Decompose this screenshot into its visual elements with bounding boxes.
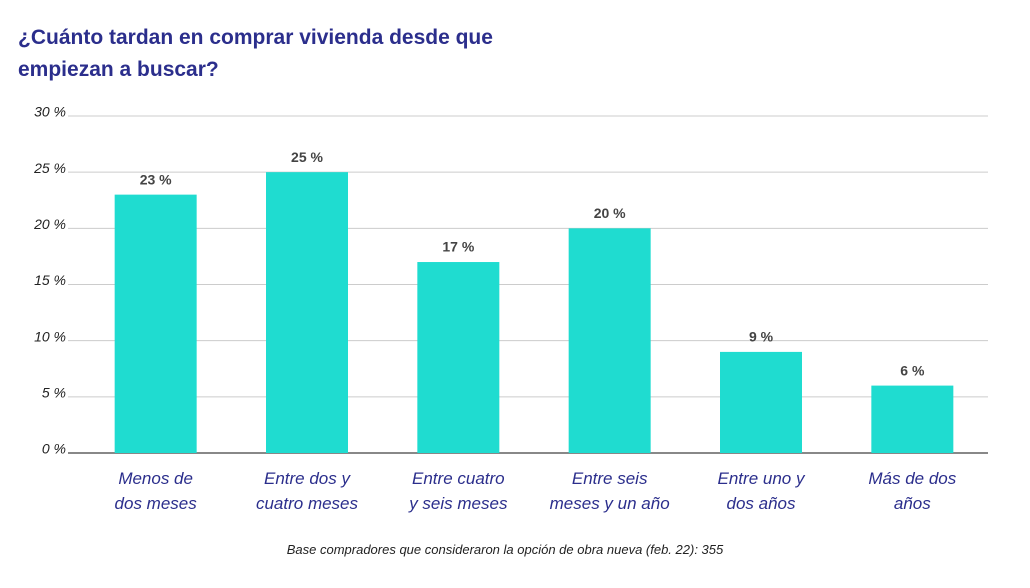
x-tick-label: Más de dos años [868, 469, 957, 513]
value-label: 9 % [749, 329, 774, 345]
y-tick-label: 15 % [34, 272, 66, 288]
footnote: Base compradores que consideraron la opc… [286, 542, 724, 557]
value-label: 25 % [291, 149, 323, 165]
bar [568, 228, 651, 453]
x-tick-label: Entre uno y dos años [717, 469, 805, 513]
value-label: 20 % [594, 205, 626, 221]
y-tick-label: 25 % [33, 160, 66, 176]
x-tick-label: Menos de dos meses [114, 469, 197, 513]
y-tick-label: 5 % [42, 385, 66, 401]
bar [417, 262, 500, 453]
value-label: 23 % [140, 171, 172, 187]
bar [266, 172, 348, 453]
bar [114, 194, 197, 453]
value-label: 17 % [442, 239, 474, 255]
y-tick-label: 30 % [34, 104, 66, 120]
value-label: 6 % [900, 362, 925, 378]
x-tick-label: Entre cuatro y seis meses [409, 469, 508, 513]
bar [720, 351, 802, 453]
x-tick-label: Entre dos y cuatro meses [255, 469, 359, 513]
y-tick-label: 0 % [42, 441, 66, 457]
y-tick-label: 20 % [33, 216, 66, 232]
chart-title: ¿Cuánto tardan en comprar vivienda desde… [18, 26, 493, 81]
bar [871, 385, 954, 453]
y-tick-label: 10 % [34, 328, 66, 344]
x-tick-label: Entre seis meses y un año [549, 469, 670, 513]
